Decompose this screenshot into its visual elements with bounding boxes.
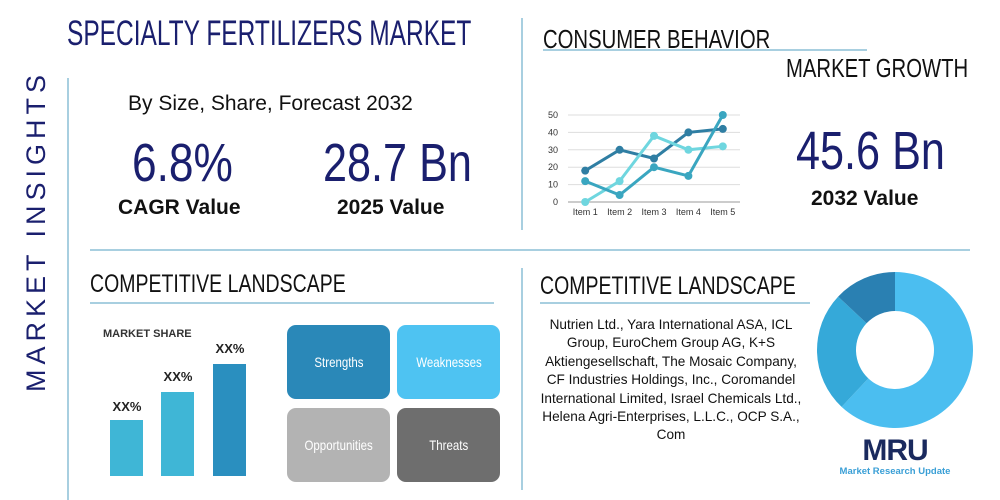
data-point bbox=[650, 131, 658, 140]
swot-opportunities[interactable]: Opportunities bbox=[287, 408, 390, 482]
divider bbox=[67, 78, 69, 500]
data-point bbox=[684, 128, 693, 137]
bar-label: XX% bbox=[163, 369, 193, 384]
swot-label: Threats bbox=[429, 437, 468, 453]
data-point bbox=[718, 124, 727, 133]
data-point bbox=[615, 177, 624, 186]
bar-label: XX% bbox=[215, 341, 245, 356]
data-point bbox=[684, 145, 693, 154]
data-point bbox=[581, 166, 590, 175]
divider bbox=[521, 18, 523, 230]
donut-chart bbox=[817, 272, 973, 428]
x-tick-label: Item 3 bbox=[641, 207, 666, 217]
page-title: SPECIALTY FERTILIZERS MARKET bbox=[67, 14, 472, 53]
bar-2 bbox=[161, 392, 194, 476]
bar-3 bbox=[213, 364, 246, 476]
competitive-title-left: COMPETITIVE LANDSCAPE bbox=[90, 270, 346, 298]
bar-1 bbox=[110, 420, 143, 476]
bar-label: XX% bbox=[112, 399, 142, 414]
data-point bbox=[684, 171, 693, 180]
value-2025-label: 2025 Value bbox=[337, 196, 445, 219]
donut-slice bbox=[841, 272, 973, 428]
line-chart: 0 10 20 30 40 50 Item 1 Item 2 Item 3 Item 4 Item … bbox=[548, 110, 740, 217]
data-point bbox=[581, 177, 590, 186]
x-tick-label: Item 4 bbox=[676, 207, 701, 217]
y-tick-label: 30 bbox=[548, 145, 558, 155]
y-tick-label: 20 bbox=[548, 162, 558, 172]
side-label: MARKET INSIGHTS bbox=[21, 69, 51, 392]
swot-weaknesses[interactable]: Weaknesses bbox=[397, 325, 500, 399]
donut-slice bbox=[838, 272, 895, 324]
divider bbox=[90, 249, 970, 251]
subtitle: By Size, Share, Forecast 2032 bbox=[128, 92, 413, 115]
data-point bbox=[650, 154, 658, 163]
competitive-title-right: COMPETITIVE LANDSCAPE bbox=[540, 272, 796, 300]
value-2025: 28.7 Bn bbox=[323, 133, 472, 193]
divider bbox=[90, 302, 494, 304]
data-point bbox=[718, 111, 727, 119]
cagr-label: CAGR Value bbox=[118, 196, 241, 219]
donut-slice bbox=[817, 296, 869, 407]
x-tick-label: Item 2 bbox=[607, 207, 632, 217]
value-2032-label: 2032 Value bbox=[811, 187, 919, 210]
data-point bbox=[650, 163, 658, 172]
swot-strengths[interactable]: Strengths bbox=[287, 325, 390, 399]
y-tick-label: 50 bbox=[548, 110, 558, 120]
market-share-title: MARKET SHARE bbox=[103, 328, 192, 340]
logo-name: Market Research Update bbox=[839, 466, 951, 477]
x-tick-label: Item 5 bbox=[710, 207, 735, 217]
divider bbox=[543, 49, 867, 51]
y-tick-label: 0 bbox=[553, 197, 558, 207]
y-tick-label: 40 bbox=[548, 127, 558, 137]
data-point bbox=[581, 198, 590, 206]
y-tick-label: 10 bbox=[548, 180, 558, 190]
logo: MRU Market Research Update bbox=[830, 434, 960, 478]
divider bbox=[521, 268, 523, 490]
competitors-list: Nutrien Ltd., Yara International ASA, IC… bbox=[540, 317, 802, 443]
swot-label: Weaknesses bbox=[415, 354, 482, 370]
data-point bbox=[615, 191, 624, 200]
swot-label: Opportunities bbox=[304, 437, 373, 453]
divider bbox=[540, 302, 810, 304]
cagr-value: 6.8% bbox=[132, 133, 233, 193]
value-2032: 45.6 Bn bbox=[796, 121, 945, 181]
data-point bbox=[718, 142, 727, 151]
logo-mark: MRU bbox=[862, 434, 928, 467]
data-point bbox=[615, 145, 624, 154]
swot-label: Strengths bbox=[313, 354, 364, 370]
market-growth-title: MARKET GROWTH bbox=[786, 53, 969, 83]
x-tick-label: Item 1 bbox=[573, 207, 598, 217]
swot-threats[interactable]: Threats bbox=[397, 408, 500, 482]
